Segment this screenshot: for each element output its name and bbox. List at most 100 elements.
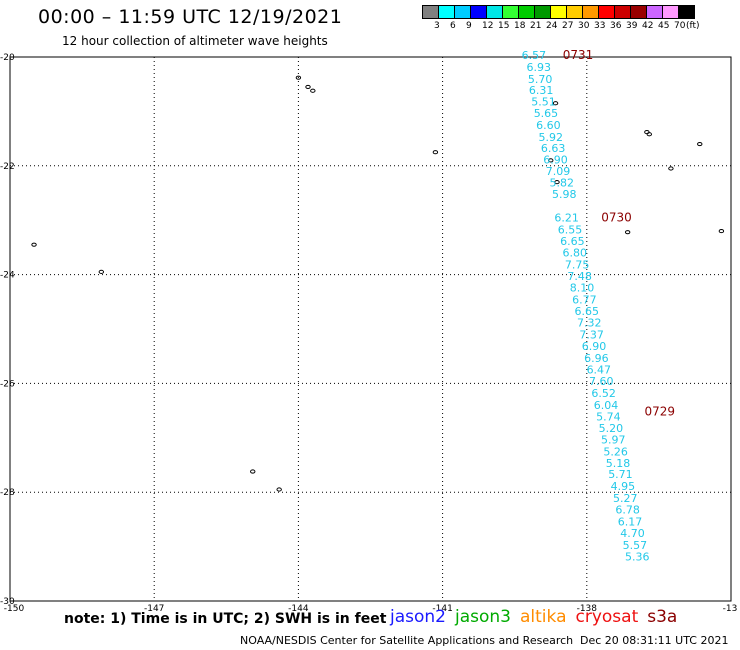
scale-swatch [678,5,695,19]
island-outline [668,166,674,171]
pass-time-labels: 0731 0730 0729 [563,48,675,419]
island-outline [624,230,631,235]
scale-label: 6 [450,21,456,31]
scale-label: 39 [626,21,638,31]
wave-height-value: 5.51 [531,96,556,109]
map-grid [10,57,731,601]
wave-height-value: 5.18 [606,457,631,470]
wave-height-value: 5.92 [539,131,564,144]
mission-cryosat: cryosat [575,607,639,627]
mission-altika: altika [520,607,567,627]
wave-height-value: 6.31 [529,84,554,97]
scale-label: 70 [674,21,686,31]
island-outline [305,84,311,90]
island-outline [646,132,652,137]
wave-height-value: 7.75 [565,258,590,271]
y-tick-label: -26 [0,379,15,389]
y-tick-label: -22 [0,162,15,172]
mission-legend: jason2 jason3 altika cryosat s3a [390,607,686,627]
scale-label: 24 [546,21,558,31]
islands-layer [31,75,725,492]
wave-height-value: 5.74 [596,411,621,424]
mission-jason3: jason3 [455,607,511,627]
wave-height-value: 7.32 [577,316,602,329]
wave-height-scale-labels: 3 6 9 12 15 18 21 24 27 30 33 36 39 42 45 70 (ft) [422,21,740,33]
island-outline [250,469,256,474]
island-outline [697,141,703,147]
scale-label: 45 [658,21,670,31]
x-tick-label: -150 [4,604,25,614]
wave-height-value: 6.55 [558,223,583,236]
island-outline [552,101,559,106]
mission-s3a: s3a [647,607,678,627]
scale-label: (ft) [686,21,700,31]
wave-height-value: 6.96 [584,352,609,365]
satellite-track: 6.576.935.706.315.515.656.605.926.636.90… [522,49,650,564]
wave-height-value: 6.90 [582,340,607,353]
footer-note: note: 1) Time is in UTC; 2) SWH is in fe… [64,611,387,627]
scale-label: 3 [434,21,440,31]
wave-height-value: 6.60 [536,119,561,132]
wave-height-value: 7.48 [567,270,592,283]
scale-label: 33 [594,21,606,31]
island-outline [276,487,282,492]
wave-height-value: 7.09 [546,165,571,178]
y-tick-label: -30 [0,597,15,607]
wave-height-value: 6.90 [543,153,568,166]
x-tick-label: -138 [577,604,598,614]
wave-height-color-scale [422,5,695,19]
wave-height-value: 5.20 [599,422,624,435]
scale-label: 42 [642,21,654,31]
generation-timestamp: Dec 20 08:31:11 UTC 2021 [580,634,729,647]
wave-height-value: 5.82 [550,177,575,190]
y-tick-label: -24 [0,271,15,281]
wave-height-value: 5.36 [625,550,650,563]
wave-height-value: 6.77 [572,294,597,307]
wave-height-value: 5.65 [534,107,559,120]
x-tick-label: -13 [723,604,738,614]
y-tick-label: -28 [0,488,15,498]
scale-label: 36 [610,21,622,31]
wave-height-value: 6.63 [541,142,566,155]
wave-height-value: 6.65 [560,235,585,248]
scale-label: 27 [562,21,574,31]
credit-line: NOAA/NESDIS Center for Satellite Applica… [240,634,574,647]
island-outline [718,228,725,234]
wave-height-value: 5.70 [528,73,553,86]
scale-label: 9 [466,21,472,31]
scale-label: 18 [514,21,526,31]
y-tick-label: -20 [0,53,15,63]
wave-height-value: 6.47 [587,363,612,376]
wave-height-value: 6.21 [554,211,579,224]
island-outline [98,269,105,274]
wave-height-value: 5.98 [552,188,577,201]
page-title: 00:00 – 11:59 UTC 12/19/2021 [38,6,343,28]
axis-labels: -20 -22 -24 -26 -28 -30-150 -147 -144 -141 -138 -1… [0,53,737,614]
wave-height-value: 6.52 [591,387,616,400]
pass-time-label: 0731 [563,48,594,62]
x-tick-label: -147 [144,604,164,614]
wave-height-value: 7.37 [579,328,604,341]
page-subtitle: 12 hour collection of altimeter wave hei… [62,34,328,48]
island-outline [554,180,560,185]
island-outline [295,75,302,80]
scale-label: 12 [482,21,494,31]
island-outline [31,242,37,247]
wave-height-value: 5.71 [608,468,633,481]
island-outline [310,88,316,93]
wave-height-value: 5.97 [601,433,626,446]
wave-height-value: 6.78 [615,504,640,517]
wave-height-value: 5.57 [623,539,648,552]
map-frame [9,56,732,602]
mission-jason2: jason2 [390,607,446,627]
wave-height-value: 7.60 [589,375,614,388]
wave-height-value: 5.26 [603,445,628,458]
pass-time-label: 0729 [644,405,675,419]
wave-height-value: 8.10 [570,282,595,295]
wave-height-value: 6.80 [563,246,588,259]
scale-label: 21 [530,21,542,31]
wave-height-value: 4.95 [611,480,636,493]
island-outline [548,158,554,163]
wave-height-value: 6.93 [526,61,551,74]
